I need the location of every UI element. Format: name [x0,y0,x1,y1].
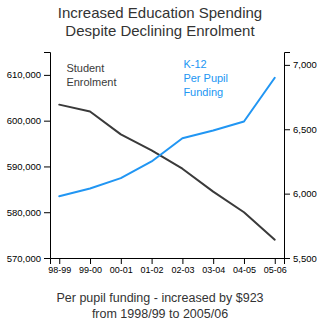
x-tick-label: 99-00 [79,265,102,275]
y2-tick-label: 6,500 [293,124,317,135]
subtitle: Per pupil funding - increased by $923 fro… [56,291,263,321]
x-tick: 00-01 [110,258,133,275]
x-tick-mark [244,258,245,264]
y2-axis-line [285,53,291,259]
series-line [59,78,275,196]
y2-tick-mark [284,129,290,130]
x-tick-label: 03-04 [202,265,225,275]
x-tick-mark [213,258,214,264]
y2-axis: 5,500 6,000 6,500 7,000 [284,53,317,264]
x-tick: 98-99 [48,258,71,275]
y-axis-line [44,53,51,259]
text-line: Despite Declining Enrolment [65,22,255,39]
x-tick-label: 98-99 [48,265,71,275]
y2-tick: 5,500 [284,253,317,264]
series-line [59,105,275,240]
x-tick-mark [182,258,183,264]
chart: 98-99 99-00 00-01 01-02 02-03 03-04 04-05 05-06… [0,0,320,325]
y-tick-mark [44,258,50,259]
x-tick-mark [152,258,153,264]
text-line: Per Pupil [183,72,228,84]
y2-tick: 6,000 [284,188,317,199]
text-line: Per pupil funding - increased by $923 [56,291,263,305]
text-line: Increased Education Spending [58,4,262,21]
y-tick-mark [44,121,50,122]
title: Increased Education SpendingDespite Decl… [58,4,262,39]
y-tick-label: 600,000 [7,115,41,126]
y-tick-label: 590,000 [7,161,41,172]
y-tick: 590,000 [7,161,50,172]
text-line: Funding [183,86,223,98]
y2-tick-label: 5,500 [293,253,317,264]
y-tick-mark [44,75,50,76]
y2-tick-label: 6,000 [293,188,317,199]
y2-tick-mark [284,258,290,259]
text-line: K-12 [183,58,206,70]
x-tick: 99-00 [79,258,102,275]
y2-tick-mark [284,194,290,195]
y2-tick: 6,500 [284,124,317,135]
text-line: Student [66,62,104,74]
x-tick-label: 04-05 [233,265,256,275]
x-tick-mark [59,258,60,264]
x-axis-line [51,259,285,265]
series-label: K-12 Per Pupil Funding [183,58,228,98]
y2-tick-label: 7,000 [293,59,317,70]
y2-tick: 7,000 [284,59,317,70]
y-tick-label: 570,000 [7,253,41,264]
y-tick-mark [44,166,50,167]
x-tick: 03-04 [202,258,225,275]
y2-tick-mark [284,65,290,66]
y-axis: 570,000 580,000 590,000 600,000 610,000 [7,53,51,264]
y-tick: 610,000 [7,69,50,80]
text-line: Enrolment [66,76,116,88]
y-tick-mark [44,212,50,213]
x-tick-label: 00-01 [110,265,133,275]
y-tick: 570,000 [7,253,50,264]
x-axis: 98-99 99-00 00-01 01-02 02-03 03-04 04-05 05-06 [48,258,287,275]
text-line: from 1998/99 to 2005/06 [92,307,228,321]
lines [59,78,275,240]
y-tick: 580,000 [7,207,50,218]
x-tick: 01-02 [141,258,164,275]
y-tick-label: 580,000 [7,207,41,218]
x-tick-mark [121,258,122,264]
x-tick-label: 05-06 [264,265,287,275]
x-tick: 05-06 [264,258,287,275]
x-tick-mark [90,258,91,264]
x-tick-label: 01-02 [141,265,164,275]
x-tick: 02-03 [171,258,194,275]
x-tick: 04-05 [233,258,256,275]
plot: 98-99 99-00 00-01 01-02 02-03 03-04 04-05 05-06… [7,53,317,276]
y-tick-label: 610,000 [7,69,41,80]
y-tick: 600,000 [7,115,50,126]
x-tick-mark [275,258,276,264]
x-tick-label: 02-03 [171,265,194,275]
series-label: Student Enrolment [66,62,116,88]
